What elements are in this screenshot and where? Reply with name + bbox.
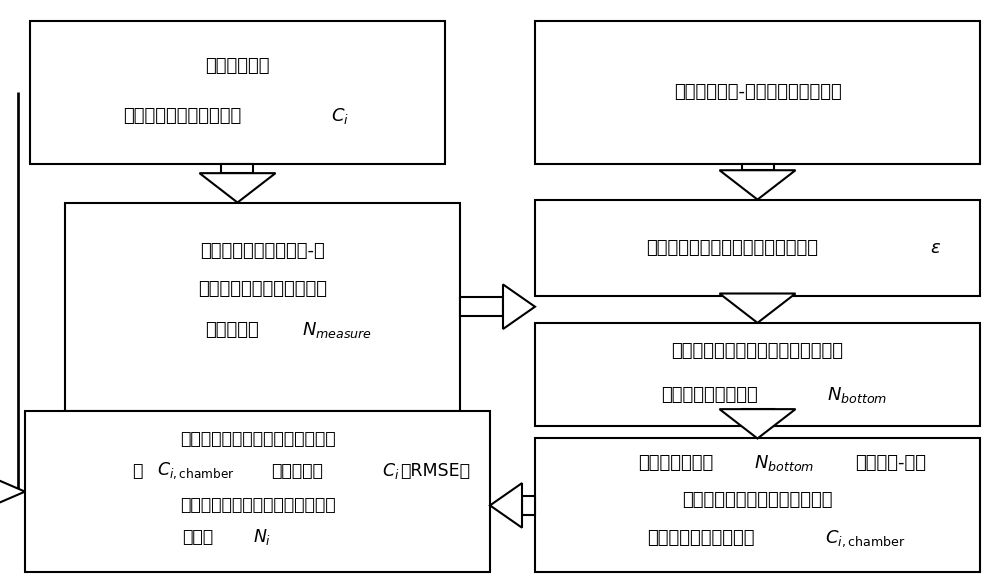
Bar xyxy=(742,294,774,296)
Bar xyxy=(221,164,253,173)
Bar xyxy=(65,203,460,411)
Text: $N_i$: $N_i$ xyxy=(253,527,272,548)
Bar xyxy=(25,411,490,572)
Polygon shape xyxy=(490,483,522,528)
Text: 比较静态箱中气体浓度模型计算结: 比较静态箱中气体浓度模型计算结 xyxy=(180,430,335,448)
Polygon shape xyxy=(720,294,796,323)
Text: 箱气体运移模型底部边界条件，: 箱气体运移模型底部边界条件， xyxy=(682,491,833,508)
Polygon shape xyxy=(720,409,796,438)
Text: ，RMSE最: ，RMSE最 xyxy=(400,462,471,480)
Text: 采样并测试待测气体浓度: 采样并测试待测气体浓度 xyxy=(123,107,242,125)
Text: 线性拟合方法分析浓度-时: 线性拟合方法分析浓度-时 xyxy=(200,242,325,260)
Bar xyxy=(742,409,774,426)
Polygon shape xyxy=(0,479,25,505)
Text: 小时对应底部通量认为是气体通量: 小时对应底部通量认为是气体通量 xyxy=(180,495,335,514)
Text: 和测试结果: 和测试结果 xyxy=(272,462,323,480)
Text: 获得修正后气体通量: 获得修正后气体通量 xyxy=(661,386,758,404)
Text: $C_i$: $C_i$ xyxy=(382,461,399,481)
Text: 基于相对偏差修正气体通量测试值，: 基于相对偏差修正气体通量测试值， xyxy=(672,342,844,360)
Text: 作为土体-静态: 作为土体-静态 xyxy=(855,454,926,471)
Text: 输入参数及边界条件，求解相对偏差: 输入参数及边界条件，求解相对偏差 xyxy=(646,239,818,257)
Bar xyxy=(30,21,445,164)
Text: $C_{i,\mathrm{chamber}}$: $C_{i,\mathrm{chamber}}$ xyxy=(825,528,906,549)
Text: $N_{measure}$: $N_{measure}$ xyxy=(302,320,373,340)
Text: 放置静态箱，: 放置静态箱， xyxy=(205,57,270,75)
Text: $C_{i,\mathrm{chamber}}$: $C_{i,\mathrm{chamber}}$ xyxy=(157,461,234,481)
Bar xyxy=(742,164,774,170)
Text: $N_{bottom}$: $N_{bottom}$ xyxy=(754,453,815,473)
Bar xyxy=(535,438,980,572)
Text: 间数据，获得带测气体释放: 间数据，获得带测气体释放 xyxy=(198,280,327,298)
Bar xyxy=(522,496,535,515)
Text: 获得静态箱中气体浓度: 获得静态箱中气体浓度 xyxy=(647,529,754,547)
Text: 修正后气体通量: 修正后气体通量 xyxy=(638,454,713,471)
Bar xyxy=(460,298,503,316)
Text: 通量测试值: 通量测试值 xyxy=(206,321,259,339)
Text: 真实值: 真实值 xyxy=(182,528,213,546)
Bar xyxy=(535,21,980,164)
Bar xyxy=(535,323,980,426)
Text: $C_i$: $C_i$ xyxy=(331,106,350,126)
Text: $\varepsilon$: $\varepsilon$ xyxy=(930,239,941,257)
Text: 建立二维土体-静态箱气体运移模型: 建立二维土体-静态箱气体运移模型 xyxy=(674,83,841,102)
Text: $N_{bottom}$: $N_{bottom}$ xyxy=(827,384,888,405)
Polygon shape xyxy=(199,173,275,203)
Bar xyxy=(535,200,980,296)
Text: 果: 果 xyxy=(132,462,143,480)
Polygon shape xyxy=(503,285,535,329)
Polygon shape xyxy=(720,170,796,200)
